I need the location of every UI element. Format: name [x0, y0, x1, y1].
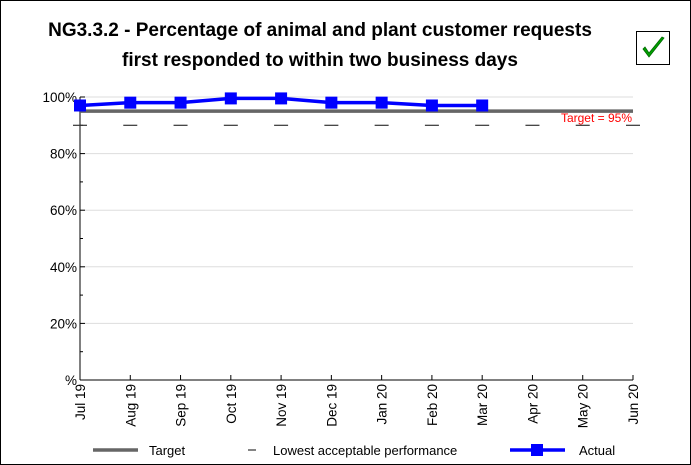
chart-title-line1: NG3.3.2 - Percentage of animal and plant… [48, 20, 592, 41]
x-tick-label: Dec 19 [324, 384, 339, 427]
check-mark-icon [642, 36, 665, 58]
actual-point [275, 92, 288, 105]
status-checkbox [636, 31, 670, 65]
x-tick-label: Jun 20 [626, 384, 641, 425]
y-tick-label: % [65, 373, 77, 388]
chart-title-line2: first responded to within two business d… [122, 50, 518, 71]
y-tick-label: 20% [50, 316, 77, 331]
y-tick-label: 40% [50, 260, 77, 275]
actual-point [174, 96, 187, 109]
x-tick-label: May 20 [576, 384, 591, 428]
x-tick-label: Nov 19 [274, 384, 289, 427]
actual-point [325, 96, 338, 109]
series-layer [73, 92, 640, 126]
grid-lines [80, 96, 633, 324]
axes [79, 97, 633, 381]
x-tick-label: Mar 20 [475, 384, 490, 426]
x-axis-ticks: Jul 19 Aug 19 Sep 19 Oct 19 Nov 19 Dec 19 Jan … [73, 375, 641, 428]
x-tick-label: Jan 20 [375, 384, 390, 425]
x-tick-label: Sep 19 [174, 384, 189, 427]
legend-marker-actual [531, 444, 543, 456]
y-axis-ticks: % 20% 40% 60% 80% 100% [42, 90, 85, 388]
target-annotation: Target = 95% [561, 111, 632, 125]
x-tick-label: Apr 20 [525, 384, 540, 424]
actual-point [224, 92, 237, 105]
y-tick-label: 80% [50, 147, 77, 162]
actual-point [425, 99, 438, 112]
legend-label-lowest: Lowest acceptable performance [273, 443, 457, 458]
y-tick-label: 60% [50, 203, 77, 218]
legend-label-target: Target [149, 443, 186, 458]
actual-point [124, 96, 137, 109]
actual-point [476, 99, 489, 112]
legend: Target Lowest acceptable performance Actua… [93, 443, 615, 458]
y-tick-label: 100% [42, 90, 77, 105]
x-tick-label: Jul 19 [73, 384, 88, 420]
actual-point [375, 96, 388, 109]
x-tick-label: Aug 19 [123, 384, 138, 427]
x-tick-label: Oct 19 [224, 384, 239, 424]
actual-point [74, 99, 86, 112]
legend-label-actual: Actual [579, 443, 615, 458]
x-tick-label: Feb 20 [425, 384, 440, 426]
